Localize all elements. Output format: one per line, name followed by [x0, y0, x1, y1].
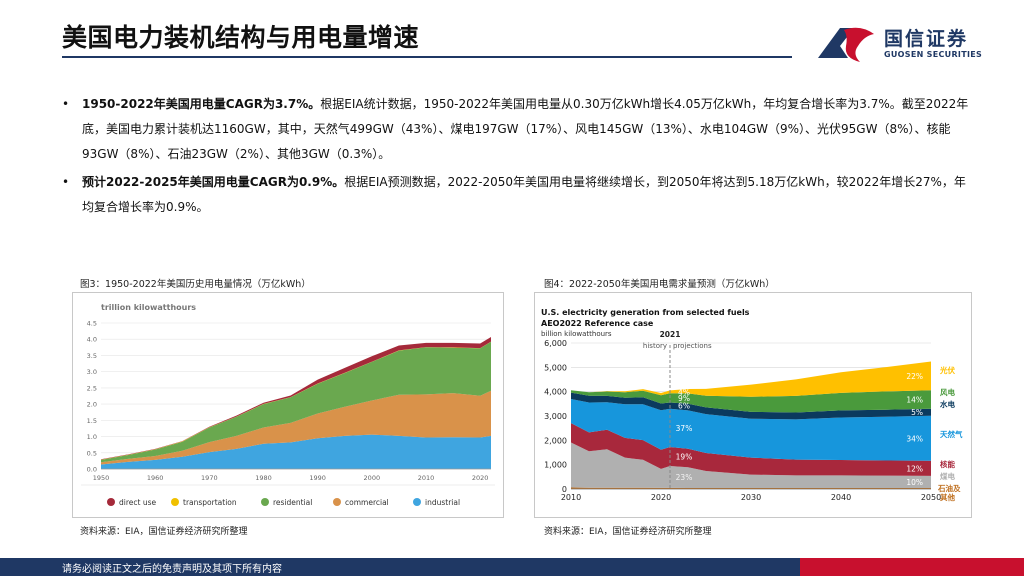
fig4-legend-oil: 石油及其他	[937, 483, 961, 502]
page-title: 美国电力装机结构与用电量增速	[62, 23, 420, 52]
fig4-history-label: history	[643, 342, 667, 350]
fig4-ytick: 0	[562, 485, 567, 494]
fig3-legend-swatch-transportation	[171, 498, 179, 506]
fig3-ytick: 2.0	[87, 401, 97, 409]
fig4-xtick: 2020	[651, 493, 671, 502]
fig4-xtick: 2010	[561, 493, 581, 502]
fig4-share-2050-nuclear: 12%	[906, 464, 923, 473]
fig3-ytick: 3.0	[87, 368, 97, 376]
fig3-chart: trillion kilowatthours 0.0 0.5 1.0 1.5 2.0 2.5…	[81, 303, 495, 507]
bullet-item-2: 预计2022-2025年美国用电量CAGR为0.9%。根据EIA预测数据，202…	[62, 170, 974, 220]
fig4-share-2050-gas: 34%	[906, 434, 923, 443]
fig3-area-residential	[101, 341, 491, 463]
fig4-share-2050-solar: 22%	[906, 372, 923, 381]
fig4-share-2021-wind: 9%	[678, 394, 690, 403]
fig3-legend-swatch-commercial	[333, 498, 341, 506]
fig3-legend-label-commercial: commercial	[345, 498, 389, 507]
fig3-ytick: 4.5	[87, 320, 97, 328]
fig3-caption: 图3：1950-2022年美国历史用电量情况（万亿kWh）	[80, 279, 311, 290]
fig3-legend-label-industrial: industrial	[425, 498, 460, 507]
fig4-chart: U.S. electricity generation from selecte…	[541, 308, 963, 502]
fig4-ytick: 4,000	[544, 388, 567, 397]
fig4-ytick: 1,000	[544, 461, 567, 470]
fig4-xtick: 2050	[921, 493, 941, 502]
fig4-ytick: 2,000	[544, 436, 567, 445]
fig4-projections-label: projections	[673, 342, 712, 350]
fig3-ytick: 0.5	[87, 449, 97, 457]
footer-accent	[800, 558, 1024, 576]
fig4-share-2050-hydro: 5%	[911, 408, 923, 417]
fig3-legend-swatch-direct_use	[107, 498, 115, 506]
fig3-ytick: 1.5	[87, 417, 97, 425]
fig4-legend-solar: 光伏	[939, 365, 955, 375]
fig3-xtick: 1950	[93, 474, 110, 482]
bullet-1-heading: 1950-2022年美国用电量CAGR为3.7%。	[82, 97, 321, 111]
fig3-ylabel: trillion kilowatthours	[101, 303, 196, 312]
fig4-area-solar	[571, 361, 931, 397]
fig4-ytick: 5,000	[544, 363, 567, 372]
bullet-2-text: 根据EIA预测数据，2022-2050年美国用电量将继续增长，到2050年将达到…	[82, 175, 966, 214]
fig4-share-2021-nuclear: 19%	[676, 453, 693, 462]
fig3-ytick: 0.0	[87, 466, 97, 474]
logo: 国信证券 GUOSEN SECURITIES	[814, 20, 1014, 64]
fig3-xtick: 1970	[201, 474, 218, 482]
fig3-xtick: 1960	[147, 474, 164, 482]
bullet-item-1: 1950-2022年美国用电量CAGR为3.7%。根据EIA统计数据，1950-…	[62, 92, 974, 167]
fig3-ytick: 1.0	[87, 433, 97, 441]
bullet-2-heading: 预计2022-2025年美国用电量CAGR为0.9%。	[82, 175, 345, 189]
fig4-ylabel: billion kilowatthours	[541, 330, 612, 338]
fig4-caption: 图4：2022-2050年美国用电需求量预测（万亿kWh）	[544, 279, 775, 290]
fig4-frame: U.S. electricity generation from selecte…	[534, 292, 972, 518]
fig3-legend-swatch-industrial	[413, 498, 421, 506]
fig3-ytick: 2.5	[87, 384, 97, 392]
fig4-xtick: 2040	[831, 493, 851, 502]
fig4-area-hydro	[571, 392, 931, 420]
bullet-1-text: 根据EIA统计数据，1950-2022年美国用电量从0.30万亿kWh增长4.0…	[82, 97, 969, 161]
logo-text-en: GUOSEN SECURITIES	[884, 50, 983, 59]
fig4-xtick: 2030	[741, 493, 761, 502]
fig3-legend-label-residential: residential	[273, 498, 312, 507]
fig4-legend-gas: 天然气	[940, 429, 963, 439]
fig4-share-2021-solar: 4%	[678, 388, 690, 397]
fig4-subtitle: AEO2022 Reference case	[541, 319, 654, 328]
bullet-list: 1950-2022年美国用电量CAGR为3.7%。根据EIA统计数据，1950-…	[62, 92, 974, 223]
fig4-share-2050-wind: 14%	[906, 395, 923, 404]
fig4-legend-nuclear: 核能	[940, 459, 955, 469]
fig4-area-coal	[571, 442, 931, 488]
fig4-ytick: 3,000	[544, 412, 567, 421]
fig3-frame: trillion kilowatthours 0.0 0.5 1.0 1.5 2.0 2.5…	[72, 292, 504, 518]
fig4-area-wind	[571, 390, 931, 413]
fig3-legend-label-direct_use: direct use	[119, 498, 156, 507]
fig3-xtick: 1990	[309, 474, 326, 482]
fig3-legend-label-transportation: transportation	[183, 498, 237, 507]
fig4-share-2021-hydro: 6%	[678, 402, 690, 411]
fig3-xtick: 1980	[255, 474, 272, 482]
fig4-legend-wind: 风电	[940, 387, 955, 397]
title-divider	[62, 56, 792, 58]
fig4-legend-coal: 煤电	[940, 471, 955, 481]
footer-bar: 请务必阅读正文之后的免责声明及其项下所有内容	[0, 558, 1024, 576]
logo-mark-icon	[818, 27, 874, 62]
fig4-title: U.S. electricity generation from selecte…	[541, 308, 750, 317]
fig3-xtick: 2000	[364, 474, 381, 482]
fig4-source: 资料来源：EIA，国信证券经济研究所整理	[544, 527, 712, 537]
fig4-area-nuclear	[571, 423, 931, 476]
fig3-source: 资料来源：EIA，国信证券经济研究所整理	[80, 527, 248, 537]
fig3-legend-swatch-residential	[261, 498, 269, 506]
fig3-xtick: 2010	[418, 474, 435, 482]
fig4-divider-year: 2021	[660, 330, 681, 339]
fig3-xtick: 2020	[472, 474, 489, 482]
fig4-share-2021-gas: 37%	[676, 424, 693, 433]
fig3-ytick: 4.0	[87, 336, 97, 344]
logo-text-cn: 国信证券	[884, 28, 969, 50]
fig3-area-commercial	[101, 390, 491, 465]
fig4-share-2021-coal: 23%	[676, 473, 693, 482]
fig4-share-2050-coal: 10%	[906, 478, 923, 487]
fig4-ytick: 6,000	[544, 339, 567, 348]
fig3-area-industrial	[101, 434, 491, 469]
fig3-ytick: 3.5	[87, 352, 97, 360]
fig4-legend-hydro: 水电	[940, 399, 955, 409]
fig4-area-gas	[571, 399, 931, 461]
footer-disclaimer: 请务必阅读正文之后的免责声明及其项下所有内容	[62, 564, 282, 575]
